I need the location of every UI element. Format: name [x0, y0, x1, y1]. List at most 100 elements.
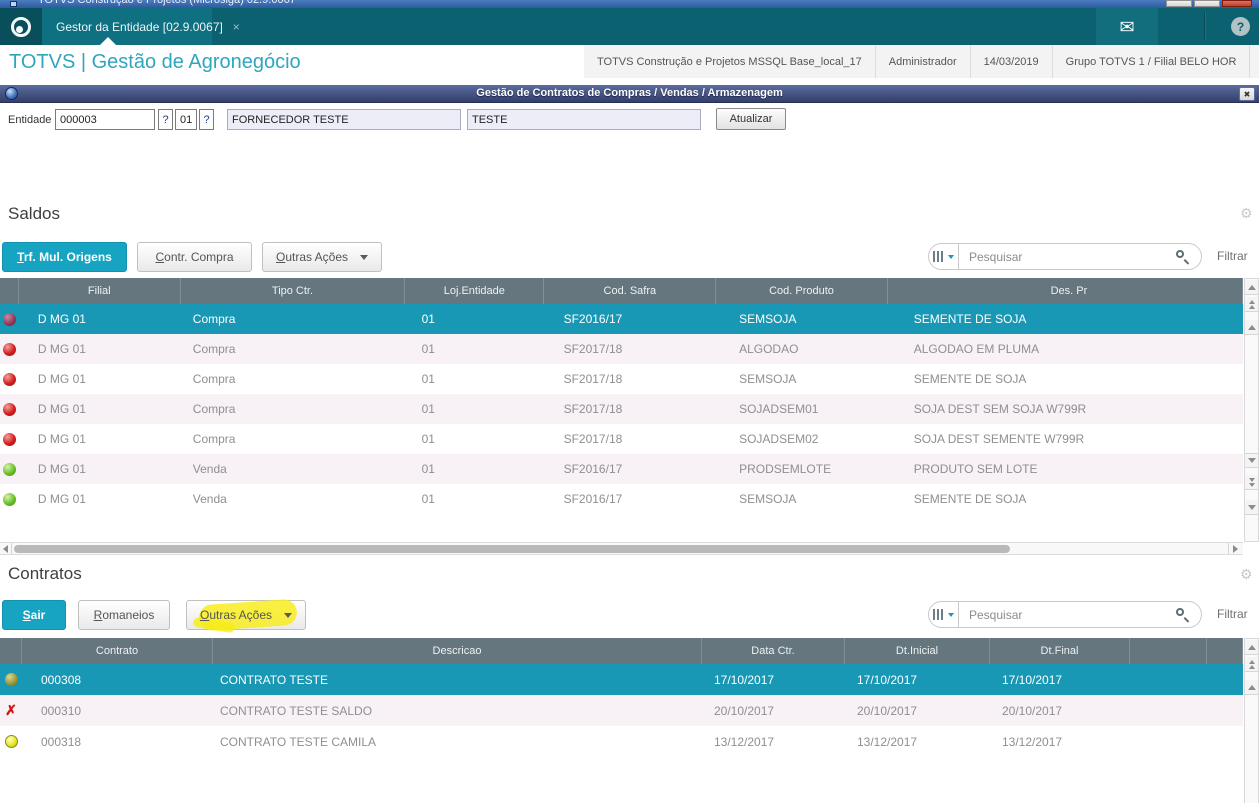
sair-button[interactable]: Sair: [2, 600, 66, 630]
contratos-outras-acoes-button[interactable]: Outras Ações: [186, 598, 306, 634]
table-row[interactable]: D MG 01 Compra 01 SF2017/18 ALGODAO ALGODAO E…: [0, 334, 1243, 364]
table-cell: 01: [421, 462, 435, 476]
column-header[interactable]: Loj.Entidade: [405, 278, 545, 304]
trf-mul-origens-button[interactable]: Trf. Mul. Origens: [2, 242, 127, 272]
status-red-ball-icon: [2, 372, 16, 386]
scroll-left-button[interactable]: [0, 543, 12, 554]
saldos-vertical-scrollbar[interactable]: [1244, 278, 1259, 542]
table-cell: SF2016/17: [563, 492, 623, 506]
entity-shortname-field[interactable]: [467, 109, 701, 130]
user-label: Administrador: [874, 45, 970, 78]
columns-icon: [933, 609, 935, 620]
table-cell: CONTRATO TESTE: [220, 672, 329, 687]
column-header[interactable]: Des. Pr: [887, 278, 1243, 304]
saldos-search-input[interactable]: [958, 243, 1202, 270]
status-yellow-ball-icon: [4, 735, 18, 748]
contratos-search-input[interactable]: [958, 601, 1202, 628]
saldos-gear-icon[interactable]: ⚙: [1240, 205, 1253, 221]
column-header[interactable]: [0, 278, 19, 304]
column-header[interactable]: [1207, 638, 1243, 664]
table-row[interactable]: D MG 01 Compra 01 SF2017/18 SOJADSEM01 SOJA D…: [0, 394, 1243, 424]
entity-code-field[interactable]: [55, 109, 155, 130]
table-row[interactable]: 000310 CONTRATO TESTE SALDO 20/10/2017 20/1…: [0, 695, 1243, 726]
scroll-top-button[interactable]: [1245, 320, 1258, 335]
help-button[interactable]: ?: [1231, 17, 1250, 36]
entity-store-lookup-button[interactable]: ?: [199, 109, 214, 130]
column-header[interactable]: Filial: [18, 278, 181, 304]
contratos-filter-link[interactable]: Filtrar: [1217, 607, 1248, 621]
table-cell: Compra: [192, 342, 236, 356]
tab-gestor-da-entidade[interactable]: Gestor da Entidade [02.9.0067] ×: [42, 8, 240, 45]
table-row[interactable]: D MG 01 Venda 01 SF2016/17 SEMSOJA SEMENTE DE…: [0, 484, 1243, 514]
column-header[interactable]: [0, 638, 22, 664]
romaneios-button[interactable]: Romaneios: [78, 600, 170, 630]
saldos-outras-acoes-button[interactable]: Outras Ações: [262, 242, 382, 272]
tabbar-divider: [1204, 12, 1205, 41]
column-header[interactable]: [1130, 638, 1207, 664]
table-cell: 01: [421, 432, 435, 446]
entity-code-lookup-button[interactable]: ?: [158, 109, 173, 130]
scroll-top-button[interactable]: [1245, 680, 1258, 695]
chevron-down-icon: [948, 254, 954, 259]
scroll-bottom-button[interactable]: [1245, 500, 1258, 515]
table-cell: 17/10/2017: [714, 672, 775, 687]
column-header[interactable]: Dt.Inicial: [845, 638, 990, 664]
column-header[interactable]: Cod. Safra: [544, 278, 717, 304]
exit-button[interactable]: ✕ Exit: [1249, 45, 1259, 78]
column-header[interactable]: Dt.Final: [990, 638, 1130, 664]
status-cell: [0, 673, 22, 686]
contratos-vertical-scrollbar[interactable]: [1244, 638, 1259, 803]
column-header[interactable]: Tipo Ctr.: [180, 278, 406, 304]
table-row[interactable]: D MG 01 Venda 01 SF2016/17 PRODSEMLOTE PRODUT…: [0, 454, 1243, 484]
scroll-page-down-button[interactable]: [1245, 475, 1258, 490]
scroll-page-up-button[interactable]: [1245, 297, 1258, 312]
dialog-titlebar: Gestão de Contratos de Compras / Vendas …: [0, 85, 1259, 103]
refresh-button[interactable]: Atualizar: [716, 108, 786, 130]
table-row[interactable]: D MG 01 Compra 01 SF2017/18 SEMSOJA SEMENTE D…: [0, 364, 1243, 394]
table-cell: SF2016/17: [563, 462, 623, 476]
saldos-column-config-button[interactable]: [928, 243, 959, 270]
entity-name-field[interactable]: [227, 109, 461, 130]
scroll-page-up-button[interactable]: [1245, 657, 1258, 672]
close-window-button[interactable]: [1222, 0, 1252, 7]
column-header[interactable]: Contrato: [22, 638, 213, 664]
table-cell: 000310: [41, 703, 82, 718]
contratos-gear-icon[interactable]: ⚙: [1240, 566, 1253, 582]
table-cell: SEMSOJA: [739, 492, 797, 506]
mail-icon: ✉: [1119, 16, 1135, 37]
table-row[interactable]: 000308 CONTRATO TESTE 17/10/2017 17/10/2017…: [0, 664, 1243, 695]
contr-compra-button[interactable]: Contr. Compra: [137, 242, 252, 272]
table-cell: SOJA DEST SEMENTE W799R: [913, 432, 1085, 446]
table-cell: 13/12/2017: [857, 734, 918, 749]
table-cell: Venda: [192, 492, 227, 506]
column-header[interactable]: Data Ctr.: [702, 638, 845, 664]
chevron-down-icon: [948, 612, 954, 617]
dialog-close-button[interactable]: ✖: [1239, 87, 1255, 101]
search-icon[interactable]: [1176, 250, 1190, 265]
totvs-logo[interactable]: [0, 8, 42, 45]
table-cell: SEMSOJA: [739, 312, 797, 326]
entity-store-field[interactable]: [175, 109, 197, 130]
maximize-button[interactable]: [1194, 0, 1220, 7]
mail-button[interactable]: ✉: [1096, 8, 1158, 45]
column-header[interactable]: Descricao: [213, 638, 702, 664]
column-header[interactable]: Cod. Produto: [716, 278, 888, 304]
search-icon[interactable]: [1176, 608, 1190, 623]
saldos-filter-link[interactable]: Filtrar: [1217, 249, 1248, 263]
chevron-down-icon: [284, 612, 293, 618]
table-cell: D MG 01: [37, 372, 86, 386]
scroll-up-button[interactable]: [1245, 280, 1258, 295]
contratos-column-config-button[interactable]: [928, 601, 959, 628]
table-row[interactable]: 000318 CONTRATO TESTE CAMILA 13/12/2017 13/…: [0, 726, 1243, 757]
scroll-right-button[interactable]: [1228, 543, 1242, 554]
table-row[interactable]: D MG 01 Compra 01 SF2016/17 SEMSOJA SEMENTE D…: [0, 304, 1243, 334]
saldos-horizontal-scrollbar[interactable]: [0, 542, 1243, 555]
minimize-button[interactable]: [1166, 0, 1192, 7]
table-row[interactable]: D MG 01 Compra 01 SF2017/18 SOJADSEM02 SOJA D…: [0, 424, 1243, 454]
scroll-up-button[interactable]: [1245, 640, 1258, 655]
scroll-down-button[interactable]: [1245, 453, 1258, 468]
horizontal-scroll-thumb[interactable]: [14, 545, 1010, 553]
tab-close-icon[interactable]: ×: [232, 19, 240, 34]
table-header: Filial Tipo Ctr. Loj.Entidade Cod. Safra Cod…: [0, 278, 1243, 304]
columns-icon: [941, 251, 943, 262]
